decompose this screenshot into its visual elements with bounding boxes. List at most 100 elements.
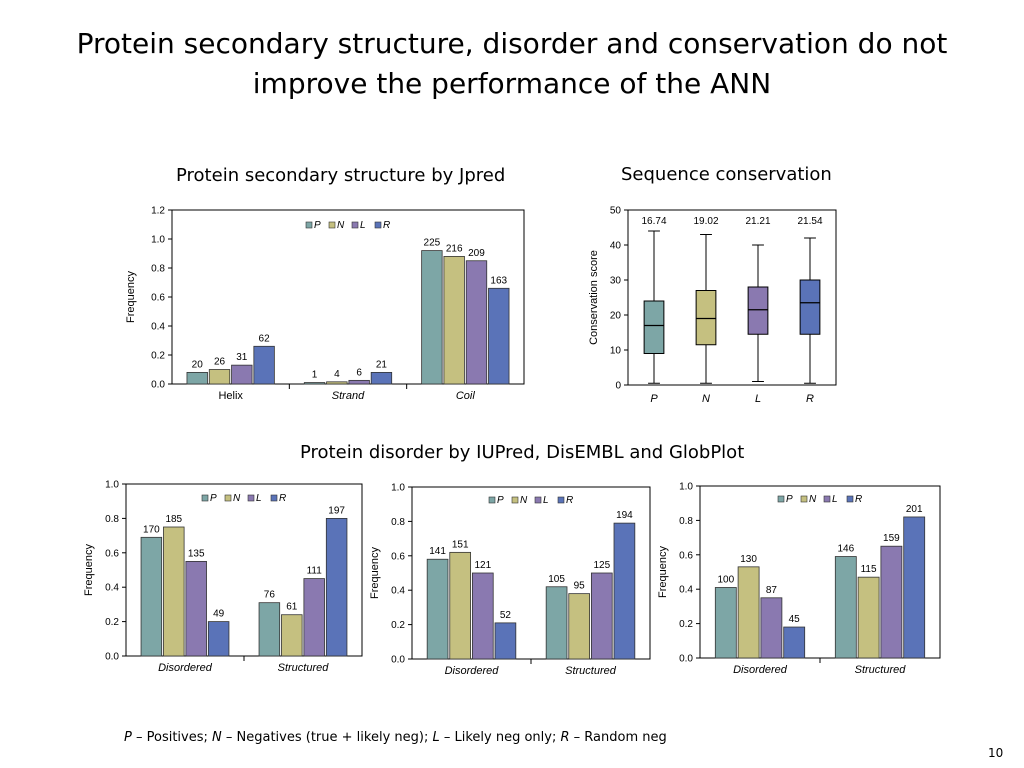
y-tick-label: 0.2 — [391, 620, 405, 631]
legend-label-R: R — [279, 493, 286, 504]
y-tick-label: 1.0 — [679, 482, 693, 493]
legend-swatch-N — [328, 221, 336, 229]
bar-value-label: 209 — [468, 248, 485, 259]
bar-value-label: 1 — [312, 370, 318, 381]
bar-value-label: 62 — [259, 333, 271, 344]
bar-value-label: 115 — [861, 564, 877, 575]
bar-P-coil — [421, 250, 443, 385]
mean-label-N: 19.02 — [693, 216, 718, 227]
slide-title-line-1: Protein secondary structure, disorder an… — [76, 27, 948, 60]
bar-P-helix — [186, 371, 208, 385]
bar-R-structured — [325, 518, 348, 657]
bar-L-coil — [465, 260, 488, 385]
bar-L-disordered — [185, 561, 207, 657]
bar-N-disordered — [449, 551, 472, 660]
x-category-label: Helix — [218, 390, 243, 402]
legend-swatch-R — [557, 496, 565, 504]
bar-R-coil — [488, 287, 510, 385]
legend-label-P: P — [314, 220, 321, 231]
bar-value-label: 95 — [574, 581, 586, 592]
y-tick-label: 0.0 — [105, 652, 119, 663]
y-tick-label: 0.6 — [151, 293, 165, 304]
bar-value-label: 194 — [616, 510, 633, 521]
y-tick-label: 0.0 — [679, 654, 693, 665]
bar-value-label: 130 — [740, 554, 757, 565]
bar-L-disordered — [760, 597, 783, 659]
legend-label-N: N — [520, 495, 528, 506]
bar-value-label: 197 — [328, 505, 345, 516]
bar-L-disordered — [471, 572, 494, 660]
y-tick-label: 1.0 — [391, 483, 405, 494]
bar-value-label: 159 — [883, 533, 900, 544]
bar-N-coil — [443, 255, 465, 385]
legend-swatch-R — [374, 221, 382, 229]
y-tick-label: 0.0 — [391, 655, 405, 666]
legend-swatch-P — [488, 496, 496, 504]
bar-value-label: 225 — [424, 238, 441, 249]
box-L — [747, 286, 769, 335]
panel-title-sequence-conservation: Sequence conservation — [621, 164, 832, 185]
legend-swatch-P — [201, 494, 209, 502]
bar-value-label: 100 — [717, 574, 734, 585]
legend-swatch-N — [800, 495, 808, 503]
y-tick-label: 0 — [615, 381, 621, 392]
mean-label-L: 21.21 — [745, 216, 770, 227]
y-tick-label: 0.4 — [105, 583, 119, 594]
y-tick-label: 0.8 — [679, 516, 693, 527]
bar-value-label: 87 — [766, 585, 778, 596]
y-tick-label: 0.2 — [151, 351, 165, 362]
x-category-label: P — [650, 393, 658, 405]
bar-P-structured — [834, 556, 857, 659]
legend-swatch-P — [305, 221, 313, 229]
bar-P-strand — [303, 382, 326, 385]
legend-label-L: L — [256, 493, 262, 504]
panel-title-secondary-structure: Protein secondary structure by Jpred — [176, 165, 506, 186]
x-category-label: Structured — [565, 665, 617, 677]
y-tick-label: 20 — [610, 311, 622, 322]
slide-title: Protein secondary structure, disorder an… — [0, 24, 1024, 104]
bar-R-disordered — [494, 622, 517, 660]
footnote-l-text: – Likely neg only; — [439, 730, 561, 745]
y-tick-label: 1.0 — [151, 235, 165, 246]
bar-value-label: 6 — [356, 367, 362, 378]
bar-R-disordered — [783, 626, 806, 659]
footnote-l: L — [432, 730, 440, 745]
footnote-n-text: – Negatives (true + likely neg); — [221, 730, 433, 745]
bar-N-helix — [208, 369, 231, 385]
legend-swatch-L — [247, 494, 255, 502]
bar-P-structured — [258, 602, 281, 657]
bar-value-label: 216 — [446, 243, 463, 254]
bar-value-label: 125 — [593, 560, 610, 571]
footnote-r: R — [560, 730, 570, 745]
bar-value-label: 49 — [213, 609, 225, 620]
plot-frame — [125, 483, 363, 657]
bar-R-helix — [253, 345, 275, 385]
bar-value-label: 31 — [236, 352, 248, 363]
bar-value-label: 163 — [490, 275, 507, 286]
plot-frame — [627, 209, 837, 386]
legend-label-R: R — [383, 220, 390, 231]
footnote-p-text: – Positives; — [131, 730, 213, 745]
bar-value-label: 141 — [429, 546, 446, 557]
box-P — [643, 300, 665, 354]
bar-value-label: 45 — [789, 614, 801, 625]
bar-L-structured — [590, 572, 613, 660]
bar-value-label: 61 — [286, 602, 298, 613]
footnote-p: P — [124, 730, 132, 745]
bar-N-structured — [568, 593, 591, 660]
y-axis-label: Frequency — [369, 547, 381, 599]
legend-label-L: L — [360, 220, 366, 231]
legend-label-R: R — [855, 494, 862, 505]
legend-swatch-L — [823, 495, 831, 503]
x-category-label: Disordered — [158, 662, 213, 674]
y-tick-label: 0.8 — [151, 264, 165, 275]
legend-swatch-L — [534, 496, 542, 504]
y-tick-label: 0.2 — [679, 619, 693, 630]
box-R — [799, 279, 821, 335]
y-tick-label: 10 — [610, 346, 622, 357]
bar-N-disordered — [163, 526, 185, 657]
bar-N-structured — [281, 614, 303, 657]
x-category-label: Strand — [332, 390, 365, 402]
bar-value-label: 111 — [307, 566, 323, 577]
